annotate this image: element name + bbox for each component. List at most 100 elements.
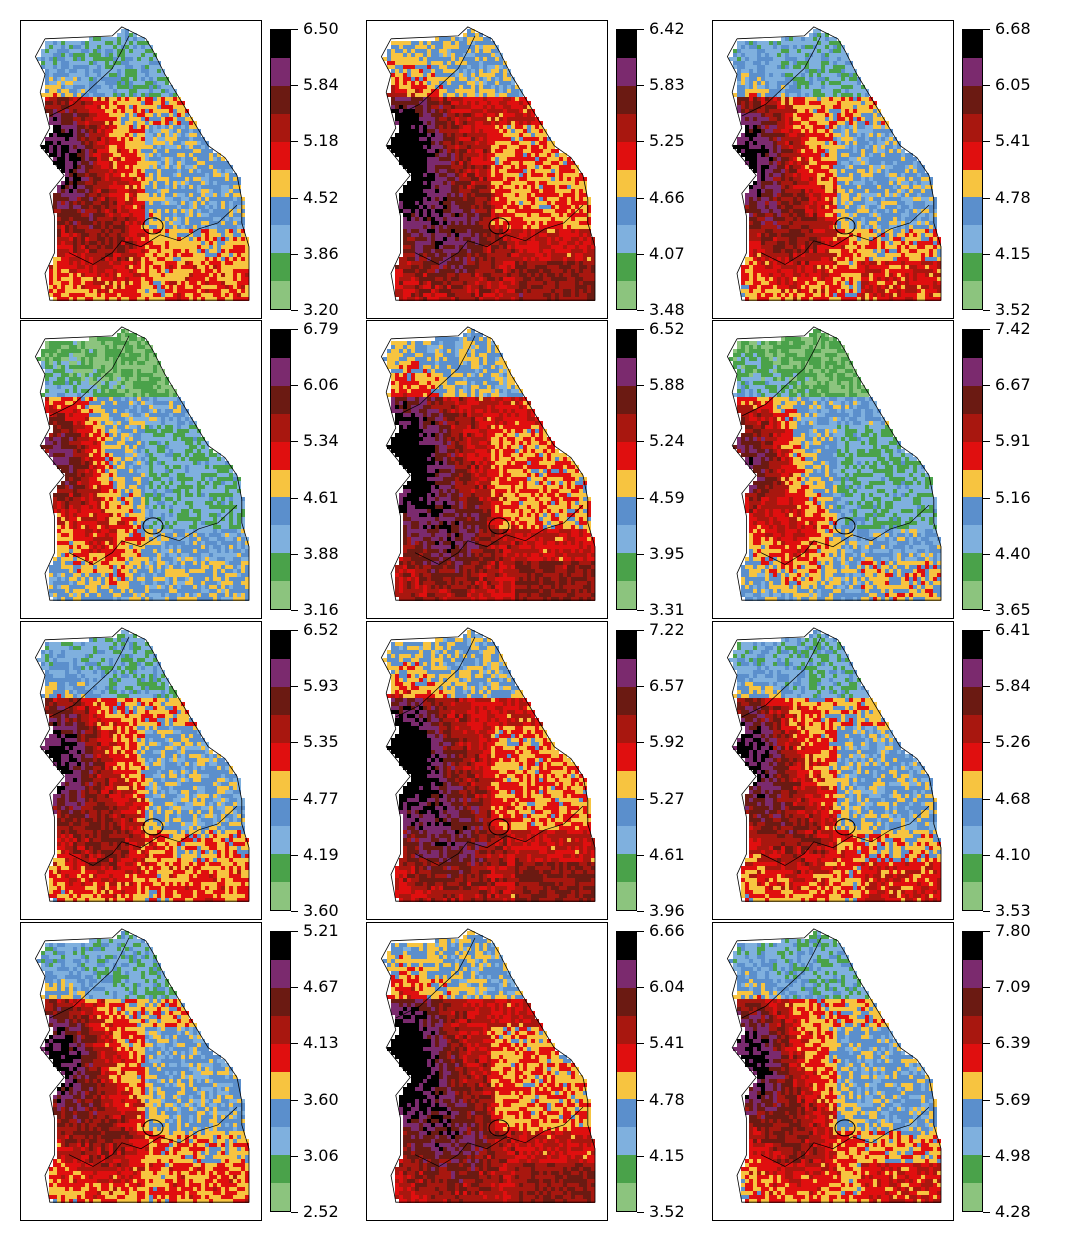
city-boundary [488, 217, 510, 235]
colorbar-tick-label: 5.41 [649, 1035, 685, 1051]
colorbar-segment [963, 441, 982, 470]
colorbar-tick [637, 798, 644, 800]
colorbar-segment [963, 798, 982, 827]
colorbar-tick [983, 29, 990, 30]
colorbar-tick-label: 5.34 [303, 433, 339, 449]
colorbar [962, 329, 983, 610]
map-panel-r3c2 [366, 621, 608, 920]
colorbar-segment [617, 714, 636, 743]
colorbar-segment [963, 469, 982, 498]
colorbar-segment [963, 413, 982, 442]
colorbar-tick [291, 497, 298, 499]
colorbar-tick [291, 1212, 298, 1213]
colorbar-segment [963, 658, 982, 687]
colorbar [962, 931, 983, 1212]
colorbar-segment [271, 469, 290, 498]
colorbar-segment [271, 385, 290, 414]
colorbar-tick [291, 441, 298, 443]
colorbar-segment [271, 330, 290, 358]
colorbar-segment [617, 854, 636, 883]
region-outline [726, 627, 942, 902]
colorbar-tick [983, 553, 990, 555]
colorbar-tick [983, 610, 990, 611]
colorbar-tick-label: 7.80 [995, 923, 1031, 939]
colorbar-segment [617, 85, 636, 114]
colorbar-tick-label: 6.42 [649, 21, 685, 37]
colorbar-tick [291, 1099, 298, 1101]
colorbar-tick-label: 4.40 [995, 545, 1031, 562]
inner-boundary [760, 1106, 930, 1167]
colorbar-segment [271, 30, 290, 58]
city-boundary [488, 1119, 510, 1137]
colorbar [270, 931, 291, 1212]
colorbar-segment [963, 742, 982, 771]
colorbar-segment [963, 141, 982, 170]
colorbar-tick [637, 854, 644, 856]
colorbar [270, 29, 291, 310]
colorbar-tick [983, 441, 990, 443]
colorbar-segment [617, 631, 636, 659]
region-outline [34, 627, 250, 902]
colorbar-tick [291, 854, 298, 856]
colorbar-tick-label: 3.52 [995, 302, 1031, 318]
map-panel-r2c2 [366, 320, 608, 619]
colorbar-segment [617, 987, 636, 1016]
colorbar-tick [291, 686, 298, 688]
colorbar-segment [617, 441, 636, 470]
colorbar-tick-label: 4.59 [649, 489, 685, 506]
colorbar-segment [963, 932, 982, 960]
colorbar-segment [963, 1127, 982, 1156]
colorbar-segment [617, 225, 636, 254]
colorbar-segment [271, 742, 290, 771]
colorbar-tick-label: 4.19 [303, 846, 339, 863]
map-panel-r1c2 [366, 20, 608, 319]
map-raster [380, 326, 596, 601]
colorbar-tick [291, 141, 298, 143]
colorbar-segment [617, 497, 636, 526]
colorbar-tick-label: 4.52 [303, 189, 339, 206]
colorbar-segment [271, 959, 290, 988]
colorbar-segment [271, 357, 290, 386]
colorbar-tick [637, 1099, 644, 1101]
colorbar-segment [617, 30, 636, 58]
colorbar-tick [637, 29, 644, 30]
colorbar-tick [983, 497, 990, 499]
colorbar-tick-label: 4.28 [995, 1204, 1031, 1220]
colorbar-segment [271, 854, 290, 883]
city-boundary [142, 818, 164, 836]
colorbar-segment [271, 1099, 290, 1128]
colorbar-tick-label: 6.50 [303, 21, 339, 37]
region-outline [34, 326, 250, 601]
colorbar-tick [983, 1212, 990, 1213]
colorbar-tick [983, 931, 990, 932]
city-boundary [488, 517, 510, 535]
colorbar-tick [291, 553, 298, 555]
colorbar [962, 29, 983, 310]
map-raster [34, 326, 250, 601]
colorbar [616, 931, 637, 1212]
inner-boundary [68, 504, 238, 565]
colorbar-segment [271, 525, 290, 554]
colorbar-segment [963, 631, 982, 659]
colorbar-tick-label: 6.66 [649, 923, 685, 939]
colorbar-segment [271, 113, 290, 142]
colorbar-tick [291, 253, 298, 255]
colorbar-segment [617, 197, 636, 226]
colorbar-segment [963, 385, 982, 414]
colorbar-segment [963, 882, 982, 911]
colorbar-tick [983, 253, 990, 255]
colorbar-tick [637, 931, 644, 932]
colorbar-segment [617, 932, 636, 960]
colorbar-tick-label: 3.95 [649, 545, 685, 562]
colorbar-segment [963, 1155, 982, 1184]
inner-boundary [49, 937, 130, 1019]
colorbar-segment [963, 714, 982, 743]
colorbar-segment [271, 57, 290, 86]
colorbar-tick-label: 7.22 [649, 622, 685, 638]
colorbar-tick-label: 5.26 [995, 734, 1031, 750]
colorbar-tick-label: 5.16 [995, 489, 1031, 506]
inner-boundary [760, 504, 930, 565]
colorbar-tick-label: 5.21 [303, 923, 339, 939]
colorbar-tick [983, 854, 990, 856]
colorbar-segment [963, 987, 982, 1016]
